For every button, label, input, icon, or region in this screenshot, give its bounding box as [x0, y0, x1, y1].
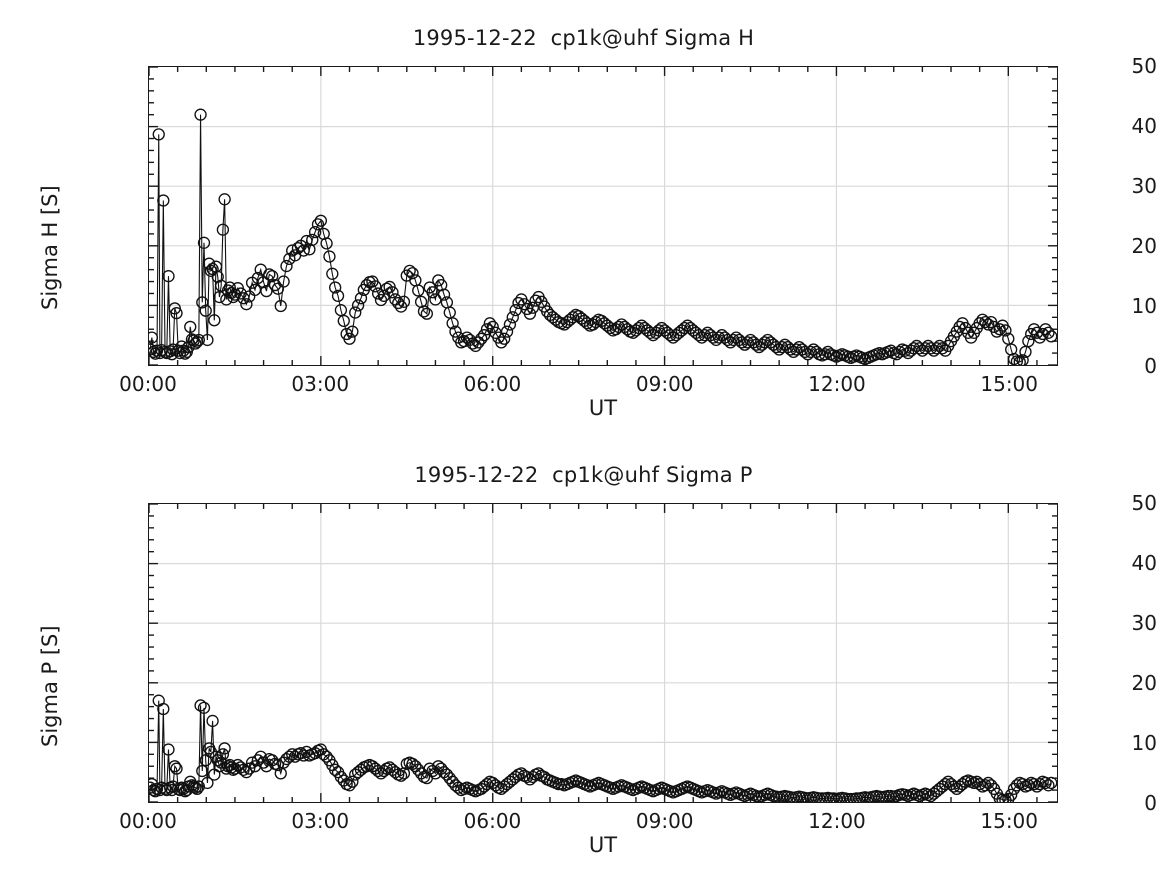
y-tick-label: 0: [1144, 791, 1157, 815]
y-tick-label: 20: [1131, 234, 1157, 258]
x-axis-label-sigma-p: UT: [588, 833, 618, 857]
y-tick-label: 50: [1131, 491, 1157, 515]
y-tick-label: 50: [1131, 54, 1157, 78]
x-tick-label: 15:00: [980, 809, 1039, 833]
y-tick-label: 10: [1131, 731, 1157, 755]
series-markers: [149, 695, 1057, 802]
x-tick-label: 06:00: [463, 809, 522, 833]
y-tick-label: 40: [1131, 551, 1157, 575]
x-tick-label: 06:00: [463, 372, 522, 396]
y-tick-label: 30: [1131, 174, 1157, 198]
y-axis-label-sigma-p: Sigma P [S]: [38, 625, 62, 747]
y-tick-label: 0: [1144, 354, 1157, 378]
plot-svg-sigma-p: [149, 504, 1057, 802]
panel-title-sigma-h: 1995-12-22 cp1k@uhf Sigma H: [412, 26, 755, 50]
x-tick-label: 09:00: [635, 809, 694, 833]
y-tick-label: 30: [1131, 611, 1157, 635]
x-tick-label: 03:00: [291, 372, 350, 396]
panel-sigma-h: 1995-12-22 cp1k@uhf Sigma H Sigma H [S] …: [0, 0, 1167, 437]
plot-area-sigma-h: [148, 66, 1058, 366]
y-axis-label-sigma-h: Sigma H [S]: [38, 185, 62, 310]
y-tick-label: 40: [1131, 114, 1157, 138]
series-markers: [149, 109, 1057, 365]
plot-svg-sigma-h: [149, 67, 1057, 365]
y-tick-label: 10: [1131, 294, 1157, 318]
x-tick-label: 12:00: [808, 372, 866, 396]
x-tick-label: 00:00: [119, 809, 177, 833]
panel-sigma-p: 1995-12-22 cp1k@uhf Sigma P Sigma P [S] …: [0, 437, 1167, 875]
x-tick-label: 09:00: [635, 372, 694, 396]
x-tick-label: 03:00: [291, 809, 350, 833]
y-tick-label: 20: [1131, 671, 1157, 695]
x-tick-label: 00:00: [119, 372, 177, 396]
panel-title-sigma-p: 1995-12-22 cp1k@uhf Sigma P: [414, 463, 753, 487]
x-axis-label-sigma-h: UT: [588, 396, 618, 420]
x-tick-label: 12:00: [808, 809, 866, 833]
x-tick-label: 15:00: [980, 372, 1039, 396]
plot-area-sigma-p: [148, 503, 1058, 803]
